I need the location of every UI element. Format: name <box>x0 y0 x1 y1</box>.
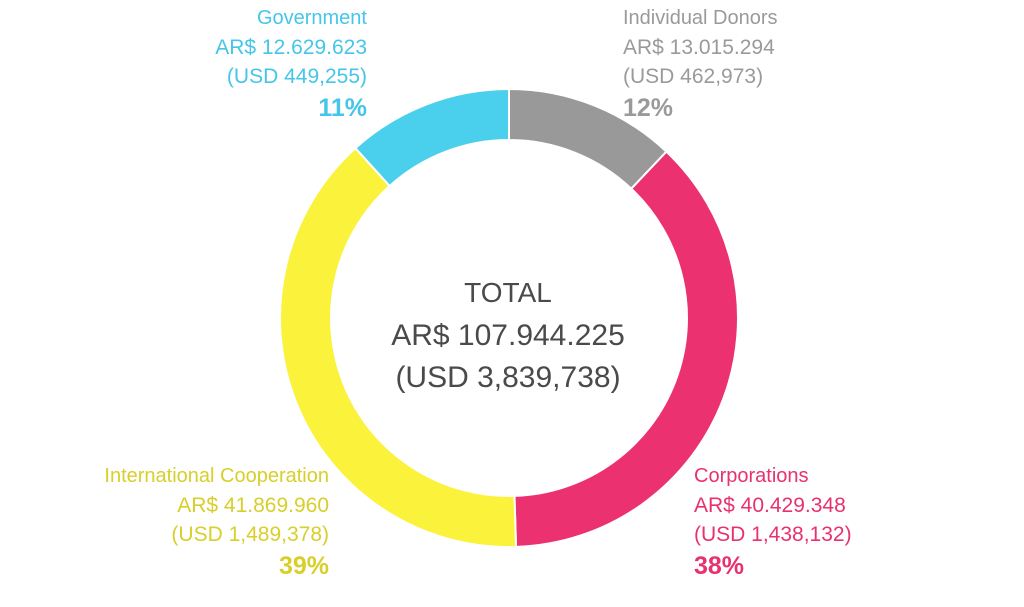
label-government-name: Government <box>256 7 367 29</box>
label-individual-donors-percent: 12% <box>623 94 674 122</box>
label-corporations-ars: AR$ 40.429.348 <box>694 494 846 517</box>
label-corporations-usd: (USD 1,438,132) <box>694 523 852 546</box>
label-individual-donors-ars: AR$ 13.015.294 <box>623 36 775 59</box>
slice-government <box>353 87 510 188</box>
center-total-ars: AR$ 107.944.225 <box>391 319 625 352</box>
center-total-usd: (USD 3,839,738) <box>395 361 621 394</box>
label-individual-donors-name: Individual Donors <box>623 7 778 29</box>
label-corporations-name: Corporations <box>694 465 809 487</box>
label-international-cooperation-name: International Cooperation <box>104 465 329 487</box>
center-total-title: TOTAL <box>464 277 552 308</box>
label-international-cooperation-usd: (USD 1,489,378) <box>171 523 329 546</box>
label-government-percent: 11% <box>318 94 367 122</box>
label-government: Government AR$ 12.629.623 (USD 449,255) … <box>215 4 367 123</box>
label-individual-donors: Individual Donors AR$ 13.015.294 (USD 46… <box>623 4 778 123</box>
label-government-ars: AR$ 12.629.623 <box>215 36 367 59</box>
label-individual-donors-usd: (USD 462,973) <box>623 65 764 88</box>
label-international-cooperation-ars: AR$ 41.869.960 <box>177 494 329 517</box>
slice-international-cooperation <box>279 146 518 548</box>
label-corporations: Corporations AR$ 40.429.348 (USD 1,438,1… <box>694 462 852 581</box>
label-corporations-percent: 38% <box>694 552 745 580</box>
label-international-cooperation: International Cooperation AR$ 41.869.960… <box>104 462 329 581</box>
label-government-usd: (USD 449,255) <box>226 65 367 88</box>
label-international-cooperation-percent: 39% <box>278 552 329 580</box>
slice-corporations <box>513 150 739 548</box>
